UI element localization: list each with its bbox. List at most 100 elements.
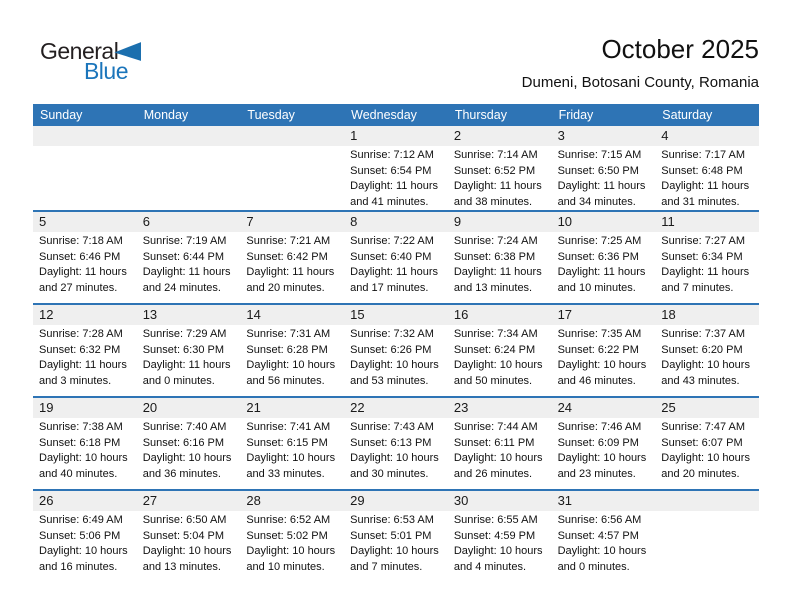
day-details: Sunrise: 6:50 AM Sunset: 5:04 PM Daylight:… — [137, 511, 241, 575]
day-details: Sunrise: 7:14 AM Sunset: 6:52 PM Daylight:… — [448, 146, 552, 210]
day-number: 16 — [447, 305, 552, 325]
sunrise-text: Sunrise: 7:40 AM — [142, 421, 227, 433]
sunset-text: Sunset: 6:50 PM — [557, 164, 639, 177]
day-number: 26 — [33, 491, 137, 511]
day-number: 1 — [344, 126, 448, 146]
day-cell: 4 Sunrise: 7:17 AM Sunset: 6:48 PM Daylight… — [655, 126, 759, 210]
daylight-text: Daylight: 10 hours and 43 minutes. — [661, 359, 750, 387]
day-number: 27 — [136, 491, 241, 511]
day-number: 21 — [240, 398, 345, 418]
day-cell: 19 Sunrise: 7:38 AM Sunset: 6:18 PM Dayligh… — [33, 398, 137, 489]
day-cell: 15 Sunrise: 7:32 AM Sunset: 6:26 PM Dayligh… — [344, 305, 448, 396]
week-row: 19 Sunrise: 7:38 AM Sunset: 6:18 PM Dayligh… — [33, 396, 759, 489]
daylight-text: Daylight: 10 hours and 4 minutes. — [453, 545, 543, 573]
day-cell: 13 Sunrise: 7:29 AM Sunset: 6:30 PM Dayligh… — [136, 305, 241, 396]
day-number: 23 — [447, 398, 552, 418]
weekday-header-cell: Monday — [143, 108, 189, 122]
daylight-text: Daylight: 11 hours and 3 minutes. — [39, 359, 127, 387]
day-number — [655, 491, 759, 511]
daylight-text: Daylight: 10 hours and 13 minutes. — [142, 545, 232, 573]
sunset-text: Sunset: 5:02 PM — [246, 529, 328, 542]
logo-text-general: General — [40, 38, 119, 64]
sunset-text: Sunset: 5:04 PM — [142, 529, 225, 542]
day-cell: 12 Sunrise: 7:28 AM Sunset: 6:32 PM Dayligh… — [33, 305, 137, 396]
daylight-text: Daylight: 10 hours and 16 minutes. — [39, 545, 128, 573]
day-cell: 28 Sunrise: 6:52 AM Sunset: 5:02 PM Dayligh… — [240, 491, 345, 582]
empty-day-cell — [240, 126, 345, 210]
sunset-text: Sunset: 6:07 PM — [661, 436, 743, 449]
day-details: Sunrise: 7:21 AM Sunset: 6:42 PM Daylight:… — [240, 232, 344, 296]
sunset-text: Sunset: 6:22 PM — [557, 343, 639, 356]
sunset-text: Sunset: 6:28 PM — [246, 343, 328, 356]
sunset-text: Sunset: 6:26 PM — [350, 343, 432, 356]
sunrise-text: Sunrise: 6:56 AM — [557, 514, 642, 526]
day-number: 18 — [655, 305, 759, 325]
day-number: 17 — [551, 305, 656, 325]
day-cell: 2 Sunrise: 7:14 AM Sunset: 6:52 PM Daylight… — [447, 126, 552, 210]
daylight-text: Daylight: 11 hours and 7 minutes. — [661, 266, 750, 294]
daylight-text: Daylight: 11 hours and 41 minutes. — [350, 180, 438, 208]
weekday-header-cell: Friday — [558, 108, 594, 122]
day-number: 11 — [655, 212, 759, 232]
sunset-text: Sunset: 6:15 PM — [246, 436, 328, 449]
daylight-text: Daylight: 10 hours and 40 minutes. — [39, 452, 128, 480]
day-number: 19 — [33, 398, 137, 418]
day-details: Sunrise: 7:31 AM Sunset: 6:28 PM Daylight:… — [240, 325, 344, 389]
daylight-text: Daylight: 10 hours and 33 minutes. — [246, 452, 336, 480]
sunrise-text: Sunrise: 7:25 AM — [557, 235, 642, 247]
day-number: 24 — [551, 398, 656, 418]
sunrise-text: Sunrise: 7:14 AM — [453, 149, 538, 161]
sunrise-text: Sunrise: 7:47 AM — [661, 421, 746, 433]
sunrise-text: Sunrise: 7:35 AM — [557, 328, 642, 340]
daylight-text: Daylight: 10 hours and 26 minutes. — [453, 452, 543, 480]
daylight-text: Daylight: 10 hours and 50 minutes. — [453, 359, 543, 387]
sunrise-text: Sunrise: 7:24 AM — [453, 235, 538, 247]
empty-day-cell — [33, 126, 137, 210]
day-details: Sunrise: 7:12 AM Sunset: 6:54 PM Daylight:… — [344, 146, 448, 210]
day-details: Sunrise: 6:53 AM Sunset: 5:01 PM Daylight:… — [344, 511, 448, 575]
daylight-text: Daylight: 10 hours and 30 minutes. — [350, 452, 439, 480]
daylight-text: Daylight: 10 hours and 23 minutes. — [557, 452, 647, 480]
sunrise-text: Sunrise: 7:27 AM — [661, 235, 746, 247]
day-cell: 16 Sunrise: 7:34 AM Sunset: 6:24 PM Dayligh… — [447, 305, 552, 396]
day-details: Sunrise: 7:19 AM Sunset: 6:44 PM Daylight:… — [137, 232, 241, 296]
day-cell: 23 Sunrise: 7:44 AM Sunset: 6:11 PM Dayligh… — [447, 398, 552, 489]
day-cell: 22 Sunrise: 7:43 AM Sunset: 6:13 PM Dayligh… — [344, 398, 448, 489]
sunset-text: Sunset: 6:11 PM — [453, 436, 535, 449]
sunrise-text: Sunrise: 7:38 AM — [39, 421, 123, 433]
day-details: Sunrise: 7:17 AM Sunset: 6:48 PM Daylight:… — [655, 146, 759, 210]
day-number: 9 — [447, 212, 552, 232]
sunset-text: Sunset: 6:32 PM — [39, 343, 121, 356]
day-number: 3 — [551, 126, 656, 146]
week-row: 26 Sunrise: 6:49 AM Sunset: 5:06 PM Dayligh… — [33, 489, 759, 582]
day-details: Sunrise: 7:38 AM Sunset: 6:18 PM Daylight:… — [33, 418, 137, 482]
day-details: Sunrise: 7:35 AM Sunset: 6:22 PM Daylight:… — [552, 325, 656, 389]
daylight-text: Daylight: 10 hours and 56 minutes. — [246, 359, 336, 387]
sunrise-text: Sunrise: 7:43 AM — [350, 421, 434, 433]
day-cell: 6 Sunrise: 7:19 AM Sunset: 6:44 PM Daylight… — [136, 212, 241, 303]
sunrise-text: Sunrise: 6:50 AM — [142, 514, 227, 526]
sunset-text: Sunset: 6:44 PM — [142, 250, 225, 263]
sunset-text: Sunset: 6:46 PM — [39, 250, 121, 263]
sunrise-text: Sunrise: 7:37 AM — [661, 328, 746, 340]
daylight-text: Daylight: 11 hours and 17 minutes. — [350, 266, 438, 294]
sunrise-text: Sunrise: 7:28 AM — [39, 328, 123, 340]
day-number — [33, 126, 137, 146]
day-number: 31 — [551, 491, 656, 511]
day-details: Sunrise: 7:43 AM Sunset: 6:13 PM Daylight:… — [344, 418, 448, 482]
day-number — [240, 126, 345, 146]
day-cell: 25 Sunrise: 7:47 AM Sunset: 6:07 PM Dayligh… — [655, 398, 759, 489]
day-cell: 1 Sunrise: 7:12 AM Sunset: 6:54 PM Daylight… — [344, 126, 448, 210]
day-cell: 3 Sunrise: 7:15 AM Sunset: 6:50 PM Daylight… — [551, 126, 656, 210]
sunrise-text: Sunrise: 7:17 AM — [661, 149, 746, 161]
daylight-text: Daylight: 10 hours and 46 minutes. — [557, 359, 647, 387]
calendar-table: Sunday Monday Tuesday Wednesday Thursday Frid… — [33, 104, 759, 582]
sunrise-text: Sunrise: 6:53 AM — [350, 514, 434, 526]
weekday-header-cell: Tuesday — [247, 108, 295, 122]
day-details: Sunrise: 6:56 AM Sunset: 4:57 PM Daylight:… — [552, 511, 656, 575]
sunrise-text: Sunrise: 6:55 AM — [453, 514, 538, 526]
day-cell: 7 Sunrise: 7:21 AM Sunset: 6:42 PM Daylight… — [240, 212, 345, 303]
sunrise-text: Sunrise: 6:49 AM — [39, 514, 123, 526]
sunset-text: Sunset: 6:34 PM — [661, 250, 743, 263]
day-details: Sunrise: 7:29 AM Sunset: 6:30 PM Daylight:… — [137, 325, 241, 389]
